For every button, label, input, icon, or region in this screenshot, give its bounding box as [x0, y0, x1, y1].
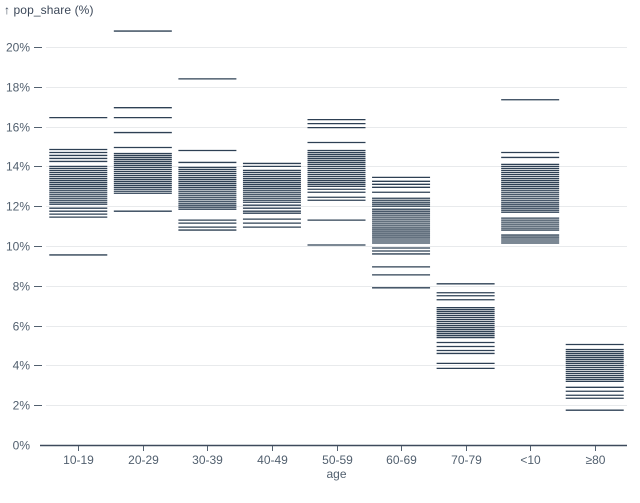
x-tick-label: 20-29: [128, 453, 159, 467]
x-tick-label: 30-39: [192, 453, 223, 467]
x-tick-label: 60-69: [386, 453, 417, 467]
x-tick-label: ≥80: [586, 453, 606, 467]
series-50-59: [307, 118, 366, 246]
y-axis-title: ↑ pop_share (%): [4, 3, 94, 17]
y-tick-label: 2%: [13, 399, 31, 413]
x-tick-label: 70-79: [451, 453, 482, 467]
y-tick-label: 4%: [13, 359, 31, 373]
x-axis-label: age: [326, 467, 346, 481]
series-40-49: [242, 162, 301, 228]
y-tick-label: 16%: [6, 121, 30, 135]
y-tick-label: 12%: [6, 200, 30, 214]
series-20-29: [113, 30, 172, 212]
x-tick-label: 10-19: [63, 453, 94, 467]
x-tick-label: <10: [520, 453, 541, 467]
series-≥80: [565, 343, 624, 411]
y-tick-label: 10%: [6, 240, 30, 254]
y-tick-label: 18%: [6, 81, 30, 95]
y-axis: 0% 2% 4% 6% 8% 10% 12% 14% 16% 18% 20%: [6, 41, 627, 453]
series-70-79: [436, 283, 495, 370]
x-tick-label: 40-49: [257, 453, 288, 467]
series-<10: [501, 99, 560, 244]
y-tick-label: 0%: [13, 439, 31, 453]
y-tick-label: 8%: [13, 280, 31, 294]
series-30-39: [178, 78, 237, 231]
x-axis: 10-19 20-29 30-39 40-49 50-59 60-69 70-79 <10 ≥8…: [63, 446, 606, 481]
y-tick-label: 6%: [13, 320, 31, 334]
y-tick-label: 20%: [6, 41, 30, 55]
x-tick-label: 50-59: [322, 453, 353, 467]
series-60-69: [372, 176, 431, 289]
y-tick-label: 14%: [6, 160, 30, 174]
series-10-19: [49, 116, 108, 256]
